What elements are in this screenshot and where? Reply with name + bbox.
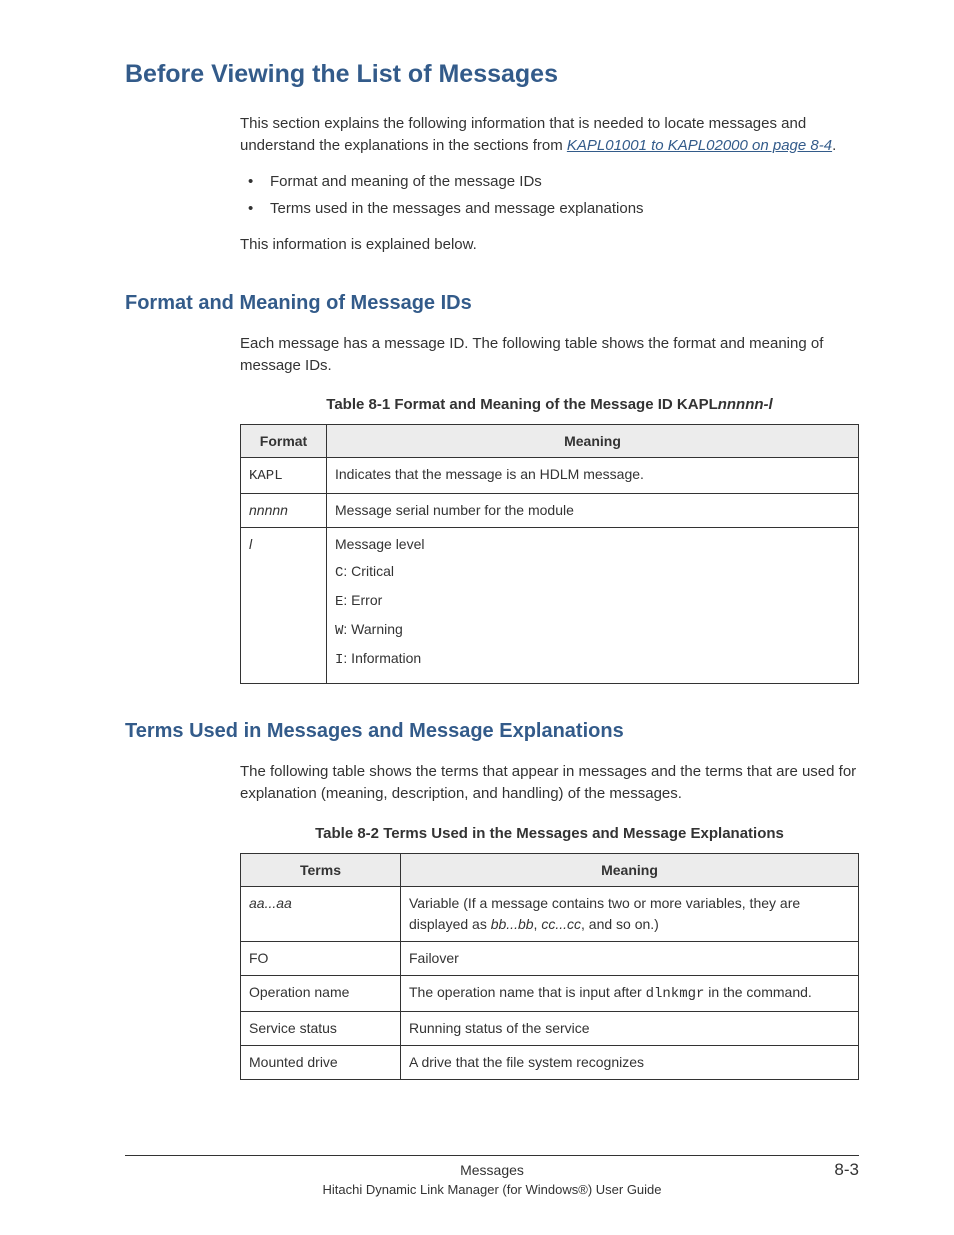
- table-row: Operation name The operation name that i…: [241, 975, 859, 1011]
- col-terms: Terms: [241, 853, 401, 886]
- meaning-cell: Running status of the service: [401, 1011, 859, 1045]
- term-aa: aa...aa: [249, 895, 292, 911]
- table-8-1-caption: Table 8-1 Format and Meaning of the Mess…: [240, 394, 859, 416]
- format-block: Each message has a message ID. The follo…: [240, 333, 859, 685]
- table-row: nnnnn Message serial number for the modu…: [241, 494, 859, 528]
- level-i: I: Information: [335, 648, 850, 671]
- fmt-kapl: KAPL: [249, 468, 283, 484]
- table-row: Service status Running status of the ser…: [241, 1011, 859, 1045]
- col-meaning: Meaning: [327, 425, 859, 458]
- term-mounted: Mounted drive: [241, 1045, 401, 1079]
- list-item: Format and meaning of the message IDs: [240, 171, 859, 193]
- meaning-cell: Variable (If a message contains two or m…: [401, 886, 859, 941]
- caption-text-a: Table 8-1 Format and Meaning of the Mess…: [326, 396, 717, 413]
- intro-p2: This information is explained below.: [240, 234, 859, 256]
- table-header-row: Format Meaning: [241, 425, 859, 458]
- table-row: FO Failover: [241, 941, 859, 975]
- intro-paragraph: This section explains the following info…: [240, 113, 859, 157]
- table-row: Mounted drive A drive that the file syst…: [241, 1045, 859, 1079]
- page-heading: Before Viewing the List of Messages: [125, 60, 859, 89]
- level-title: Message level: [335, 534, 850, 555]
- table-row: KAPL Indicates that the message is an HD…: [241, 458, 859, 494]
- meaning-cell: A drive that the file system recognizes: [401, 1045, 859, 1079]
- meaning-cell: Message serial number for the module: [327, 494, 859, 528]
- meaning-cell: Indicates that the message is an HDLM me…: [327, 458, 859, 494]
- fmt-l: l: [249, 536, 252, 552]
- fmt-nnnnn: nnnnn: [249, 502, 288, 518]
- terms-block: The following table shows the terms that…: [240, 761, 859, 1080]
- intro-block: This section explains the following info…: [240, 113, 859, 256]
- page-footer: Messages 8-3 Hitachi Dynamic Link Manage…: [125, 1155, 859, 1197]
- page-number: 8-3: [799, 1160, 859, 1180]
- table-8-2: Terms Meaning aa...aa Variable (If a mes…: [240, 853, 859, 1080]
- footer-guide-title: Hitachi Dynamic Link Manager (for Window…: [125, 1182, 859, 1197]
- meaning-cell: Failover: [401, 941, 859, 975]
- table-header-row: Terms Meaning: [241, 853, 859, 886]
- term-service: Service status: [241, 1011, 401, 1045]
- level-c: C: Critical: [335, 561, 850, 584]
- term-opname: Operation name: [241, 975, 401, 1011]
- meaning-cell-levels: Message level C: Critical E: Error W: Wa…: [327, 528, 859, 684]
- table-row: l Message level C: Critical E: Error W: …: [241, 528, 859, 684]
- intro-text-b: .: [832, 137, 836, 154]
- list-item: Terms used in the messages and message e…: [240, 198, 859, 220]
- format-p1: Each message has a message ID. The follo…: [240, 333, 859, 377]
- format-heading: Format and Meaning of Message IDs: [125, 292, 859, 315]
- footer-section-title: Messages: [185, 1162, 799, 1178]
- meaning-cell: The operation name that is input after d…: [401, 975, 859, 1011]
- level-w: W: Warning: [335, 619, 850, 642]
- level-e: E: Error: [335, 590, 850, 613]
- cross-ref-link[interactable]: KAPL01001 to KAPL02000 on page 8-4: [567, 137, 832, 154]
- table-8-2-caption: Table 8-2 Terms Used in the Messages and…: [240, 823, 859, 845]
- terms-p1: The following table shows the terms that…: [240, 761, 859, 805]
- intro-bullet-list: Format and meaning of the message IDs Te…: [240, 171, 859, 221]
- term-fo: FO: [241, 941, 401, 975]
- terms-heading: Terms Used in Messages and Message Expla…: [125, 720, 859, 743]
- caption-text-b: nnnnn-l: [718, 396, 773, 413]
- table-8-1: Format Meaning KAPL Indicates that the m…: [240, 424, 859, 684]
- col-meaning: Meaning: [401, 853, 859, 886]
- col-format: Format: [241, 425, 327, 458]
- table-row: aa...aa Variable (If a message contains …: [241, 886, 859, 941]
